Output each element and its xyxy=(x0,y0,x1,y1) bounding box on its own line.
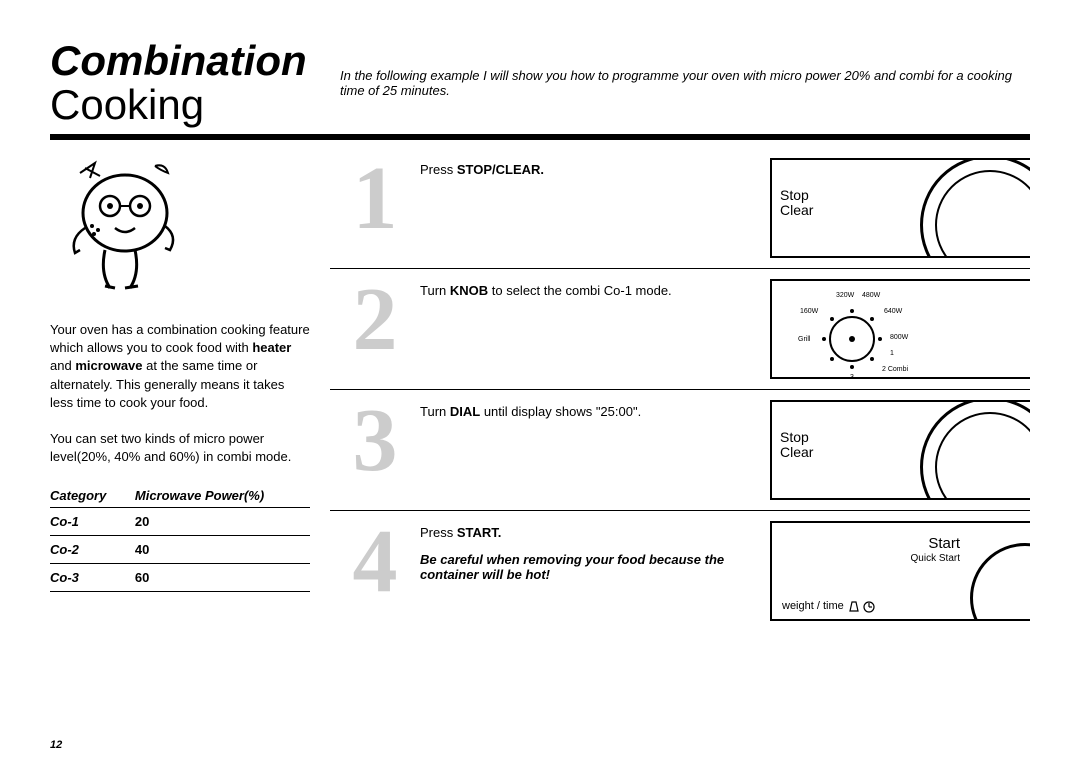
page-number: 12 xyxy=(50,739,62,751)
step-instruction: Turn KNOB to select the combi Co-1 mode. xyxy=(420,279,770,298)
step-1: 1 Press STOP/CLEAR. Stop Clear xyxy=(330,158,1030,269)
step-instruction: Press STOP/CLEAR. xyxy=(420,158,770,177)
weight-time-label: weight / time xyxy=(782,599,877,613)
table-row: Co-360 xyxy=(50,564,310,592)
step-3: 3 Turn DIAL until display shows "25:00".… xyxy=(330,390,1030,511)
power-table: Category Microwave Power(%) Co-120 Co-24… xyxy=(50,484,310,592)
svg-text:1: 1 xyxy=(890,350,894,357)
dial-icon xyxy=(920,400,1030,500)
step-2: 2 Turn KNOB to select the combi Co-1 mod… xyxy=(330,269,1030,390)
svg-text:800W: 800W xyxy=(890,334,909,341)
control-panel-illustration: 320W 480W 640W 800W 160W Grill 1 2 Combi… xyxy=(770,279,1030,379)
step-4: 4 Press START. Be careful when removing … xyxy=(330,511,1030,631)
stop-label: Stop xyxy=(780,430,813,445)
svg-text:480W: 480W xyxy=(862,292,881,299)
page-title-sub: Cooking xyxy=(50,84,330,126)
step-number: 2 xyxy=(353,279,398,360)
caution-text: Be careful when removing your food becau… xyxy=(420,552,770,582)
table-header-power: Microwave Power(%) xyxy=(125,484,310,508)
table-row: Co-240 xyxy=(50,536,310,564)
quickstart-label: Quick Start xyxy=(911,553,960,564)
intro-text: In the following example I will show you… xyxy=(330,40,1030,98)
control-panel-illustration: Start Quick Start weight / time xyxy=(770,521,1030,621)
description-para-1: Your oven has a combination cooking feat… xyxy=(50,321,310,412)
clear-label: Clear xyxy=(780,445,813,460)
table-header-category: Category xyxy=(50,484,125,508)
svg-text:320W: 320W xyxy=(836,292,855,299)
step-instruction: Press START. Be careful when removing yo… xyxy=(420,521,770,582)
step-number: 3 xyxy=(353,400,398,481)
mascot-icon xyxy=(60,158,190,298)
page-title-main: Combination xyxy=(50,40,330,82)
dial-icon xyxy=(920,158,1030,258)
stop-label: Stop xyxy=(780,188,813,203)
svg-text:Grill: Grill xyxy=(798,336,811,343)
step-number: 1 xyxy=(353,158,398,239)
start-label: Start xyxy=(928,535,960,552)
step-instruction: Turn DIAL until display shows "25:00". xyxy=(420,400,770,419)
control-panel-illustration: Stop Clear xyxy=(770,400,1030,500)
description-para-2: You can set two kinds of micro power lev… xyxy=(50,430,310,466)
divider xyxy=(50,134,1030,140)
svg-text:2 Combi: 2 Combi xyxy=(882,366,909,373)
clear-label: Clear xyxy=(780,203,813,218)
svg-text:160W: 160W xyxy=(800,308,819,315)
svg-text:640W: 640W xyxy=(884,308,903,315)
control-panel-illustration: Stop Clear xyxy=(770,158,1030,258)
svg-text:3: 3 xyxy=(850,374,854,379)
step-number: 4 xyxy=(353,521,398,602)
table-row: Co-120 xyxy=(50,508,310,536)
